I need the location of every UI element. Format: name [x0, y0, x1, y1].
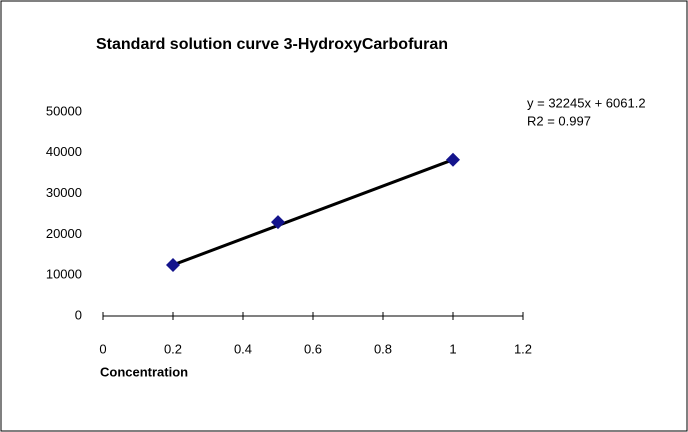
y-tick-label: 50000 — [46, 103, 82, 118]
x-tick-label: 1 — [449, 341, 456, 356]
y-tick-label: 20000 — [46, 226, 82, 241]
trendline-equation: y = 32245x + 6061.2 — [527, 95, 646, 110]
data-point — [446, 152, 460, 167]
x-axis-label: Concentration — [100, 364, 188, 379]
data-point — [166, 258, 180, 272]
x-tick-label: 1.2 — [514, 341, 532, 356]
r-squared: R2 = 0.997 — [527, 113, 591, 128]
x-tick-label: 0.8 — [374, 341, 392, 356]
y-tick-label: 10000 — [46, 267, 82, 282]
y-tick-label: 40000 — [46, 144, 82, 159]
x-tick-label: 0.4 — [234, 341, 252, 356]
x-tick-label: 0 — [99, 341, 106, 356]
x-tick-label: 0.2 — [164, 341, 182, 356]
y-tick-label: 0 — [75, 307, 82, 322]
x-tick-label: 0.6 — [304, 341, 322, 356]
y-tick-label: 30000 — [46, 185, 82, 200]
chart-title: Standard solution curve 3-HydroxyCarbofu… — [96, 36, 448, 53]
trendline — [172, 158, 454, 267]
data-point — [271, 215, 285, 230]
